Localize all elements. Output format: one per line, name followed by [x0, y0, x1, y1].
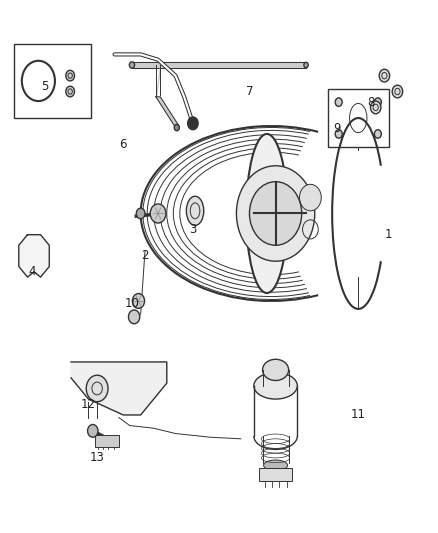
- Ellipse shape: [129, 62, 134, 68]
- Circle shape: [300, 184, 321, 211]
- Bar: [328, 89, 389, 147]
- Text: 3: 3: [189, 223, 197, 236]
- Polygon shape: [71, 362, 167, 415]
- Bar: [14, 44, 91, 118]
- Circle shape: [88, 424, 98, 437]
- Circle shape: [132, 294, 145, 309]
- Text: 8: 8: [367, 95, 375, 109]
- Circle shape: [150, 204, 166, 223]
- Circle shape: [379, 69, 390, 82]
- Circle shape: [237, 166, 315, 261]
- Circle shape: [335, 98, 342, 107]
- Bar: [95, 435, 119, 447]
- Ellipse shape: [246, 134, 288, 293]
- Ellipse shape: [264, 460, 288, 471]
- Text: 5: 5: [41, 80, 49, 93]
- Circle shape: [136, 208, 145, 219]
- Ellipse shape: [254, 373, 297, 399]
- Text: 2: 2: [141, 249, 149, 262]
- Circle shape: [86, 375, 108, 402]
- Circle shape: [128, 310, 140, 324]
- Circle shape: [187, 117, 198, 130]
- Bar: [259, 468, 292, 481]
- Ellipse shape: [262, 359, 289, 381]
- Circle shape: [66, 86, 74, 97]
- Polygon shape: [156, 97, 179, 126]
- Text: 13: 13: [90, 451, 105, 464]
- Circle shape: [335, 130, 342, 138]
- Circle shape: [250, 182, 302, 245]
- Polygon shape: [19, 235, 49, 277]
- Circle shape: [392, 85, 403, 98]
- Ellipse shape: [186, 196, 204, 225]
- Circle shape: [374, 130, 381, 138]
- Text: 1: 1: [385, 228, 392, 241]
- Text: 10: 10: [124, 297, 139, 310]
- Circle shape: [371, 101, 381, 114]
- Text: 11: 11: [351, 408, 366, 422]
- Text: 7: 7: [246, 85, 253, 98]
- Text: 4: 4: [28, 265, 35, 278]
- Text: 6: 6: [120, 138, 127, 151]
- Circle shape: [374, 98, 381, 107]
- Ellipse shape: [304, 62, 308, 68]
- Circle shape: [174, 124, 180, 131]
- Text: 12: 12: [81, 398, 96, 411]
- Text: 9: 9: [333, 122, 340, 135]
- Circle shape: [66, 70, 74, 81]
